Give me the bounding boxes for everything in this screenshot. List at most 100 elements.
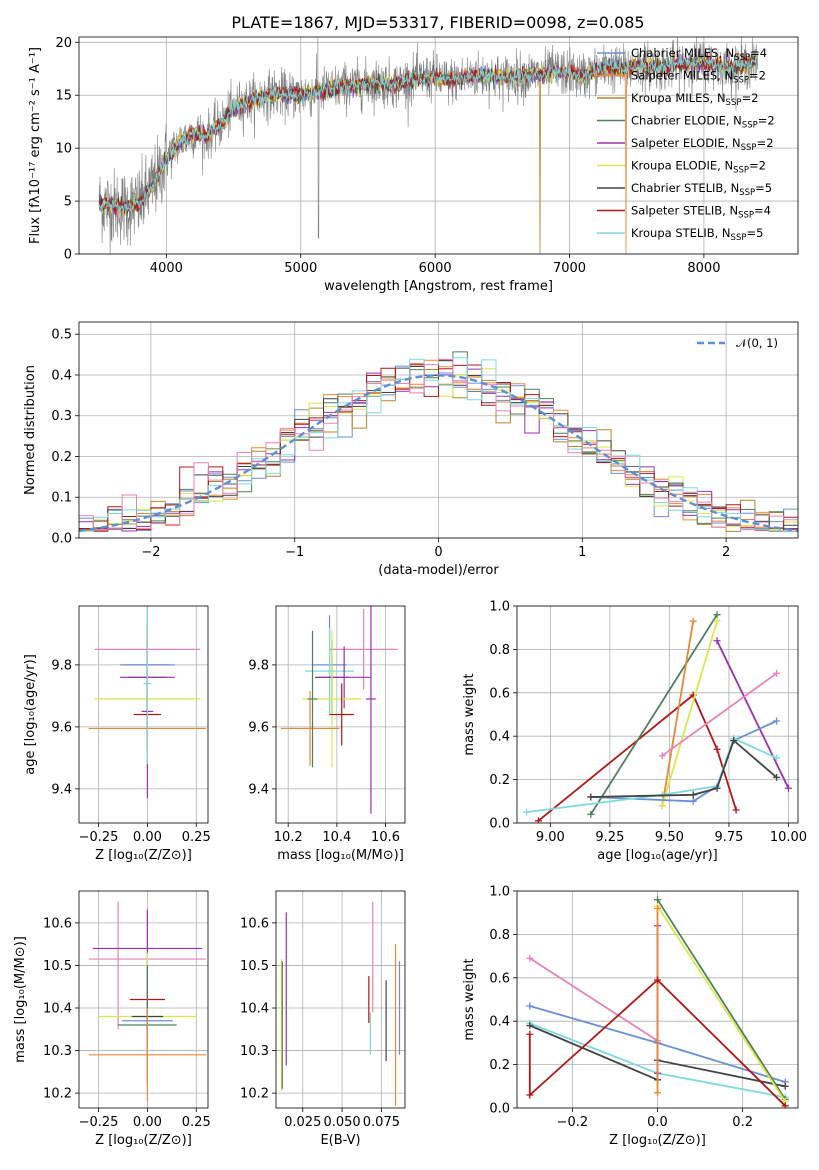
error-bar — [329, 683, 354, 746]
weight-marker — [713, 784, 721, 792]
x-tick-label: 0.0 — [647, 1115, 668, 1130]
y-tick-label: 15 — [55, 89, 72, 104]
axes-frame — [78, 36, 799, 255]
weight-marker — [713, 611, 721, 619]
weight-marker — [654, 1089, 661, 1097]
weight-line — [656, 899, 786, 1100]
weight-marker — [654, 904, 661, 912]
axes-spectrum: 4000 5000 6000 7000 8000 0 5 10 15 20 wavelength [… — [28, 36, 799, 294]
legend-label: Salpeter STELIB, NSSP=4 — [631, 204, 771, 221]
weight-marker — [526, 1030, 534, 1038]
weight-marker — [773, 669, 781, 677]
legend-label: Chabrier MILES, NSSP=4 — [631, 46, 767, 63]
y-tick-label: 0.4 — [489, 1015, 510, 1030]
weight-marker — [773, 754, 781, 762]
axes-frame — [516, 890, 799, 1109]
x-tick-label: 0.025 — [284, 1115, 321, 1130]
plot-area — [79, 891, 208, 1108]
y-tick-label: 10.4 — [240, 1002, 269, 1017]
plot-area — [79, 37, 798, 254]
model-spectrum — [98, 53, 759, 214]
x-tick-label: 0.25 — [182, 830, 211, 845]
x-axis-label: Z [log₁₀(Z/Z⊙)] — [609, 1133, 706, 1148]
axes-z-mass: −0.25 0.00 0.25 10.2 10.3 10.4 10.5 10.6 Z [log₁… — [13, 890, 211, 1148]
legend-label: Salpeter ELODIE, NSSP=2 — [631, 136, 774, 153]
x-tick-label: 7000 — [553, 261, 586, 276]
weight-marker — [658, 752, 666, 760]
x-tick-label: 9.50 — [655, 830, 684, 845]
y-tick-label: 0.4 — [489, 730, 510, 745]
y-tick-label: 9.4 — [51, 782, 72, 797]
y-tick-label: 20 — [55, 36, 72, 51]
x-tick-label: 0.2 — [732, 1115, 753, 1130]
error-bar — [143, 606, 152, 765]
weight-marker — [526, 954, 534, 962]
x-axis-label: Z [log₁₀(Z/Z⊙)] — [95, 1133, 192, 1148]
plot-area — [276, 606, 405, 823]
weight-marker — [523, 808, 531, 816]
x-tick-label: 0.075 — [363, 1115, 400, 1130]
y-tick-label: 0.2 — [489, 773, 510, 788]
weight-line — [529, 957, 658, 1042]
legend-label: Kroupa ELODIE, NSSP=2 — [631, 159, 766, 176]
x-axis-label: wavelength [Angstrom, rest frame] — [324, 279, 553, 294]
x-tick-label: 4000 — [150, 261, 183, 276]
y-tick-label: 0.6 — [489, 686, 510, 701]
y-tick-label: 10.6 — [43, 916, 72, 931]
x-tick-label: 6000 — [419, 261, 452, 276]
weight-marker — [713, 637, 721, 645]
y-tick-label: 10.6 — [240, 916, 269, 931]
residual-histogram — [79, 358, 798, 531]
error-bar — [305, 627, 354, 715]
residual-histogram — [79, 359, 798, 530]
y-tick-label: 10.5 — [240, 959, 269, 974]
weight-marker — [689, 791, 697, 799]
x-tick-label: 0 — [434, 545, 442, 560]
y-tick-label: 0.8 — [489, 643, 510, 658]
y-tick-label: 0.2 — [51, 450, 72, 465]
x-axis-label: E(B-V) — [320, 1133, 360, 1148]
axes-frame — [275, 890, 406, 1109]
axes-ebv-mass: 0.025 0.050 0.075 10.2 10.3 10.4 10.5 10.6 E(B-V… — [240, 890, 406, 1148]
y-tick-label: 9.6 — [51, 720, 72, 735]
x-tick-label: 10.00 — [770, 830, 807, 845]
axes-residuals: −2 −1 0 1 2 0.0 0.1 0.2 0.3 0.4 0.5 (data-model)/er… — [23, 321, 799, 578]
x-tick-label: −0.25 — [79, 830, 119, 845]
weight-marker — [784, 784, 792, 792]
weight-line — [537, 693, 737, 822]
x-tick-label: −0.25 — [79, 1115, 119, 1130]
x-axis-label: mass [log₁₀(M/M⊙)] — [277, 848, 404, 863]
legend-label: 𝒩(0, 1) — [736, 336, 778, 350]
y-tick-label: 0 — [64, 248, 72, 263]
weight-marker — [534, 817, 542, 823]
legend: Chabrier MILES, NSSP=4 Salpeter MILES, NS… — [597, 46, 775, 243]
x-axis-label: Z [log₁₀(Z/Z⊙)] — [95, 848, 192, 863]
legend-label: Chabrier ELODIE, NSSP=2 — [631, 114, 775, 131]
x-tick-label: −2 — [141, 545, 160, 560]
error-bar — [329, 609, 398, 690]
x-tick-label: −1 — [285, 545, 304, 560]
x-tick-label: 0.25 — [182, 1115, 211, 1130]
x-tick-label: −0.2 — [557, 1115, 589, 1130]
x-tick-label: 10.6 — [371, 830, 400, 845]
y-tick-label: 0.8 — [489, 928, 510, 943]
weight-marker — [713, 745, 721, 753]
y-tick-label: 10.2 — [43, 1087, 72, 1102]
y-tick-label: 0.2 — [489, 1058, 510, 1073]
x-tick-label: 2 — [722, 545, 730, 560]
weight-marker — [773, 717, 781, 725]
y-tick-label: 0.0 — [489, 817, 510, 832]
gaussian-curve — [79, 374, 798, 533]
y-axis-label: Flux [fλ10⁻¹⁷ erg cm⁻² s⁻¹ A⁻¹] — [28, 47, 43, 244]
y-tick-label: 10.3 — [240, 1044, 269, 1059]
y-axis-label: Normed distribution — [23, 365, 38, 495]
y-tick-label: 10.5 — [43, 959, 72, 974]
weight-marker — [713, 617, 721, 625]
error-bar — [317, 646, 371, 709]
y-axis-label: mass weight — [462, 958, 477, 1040]
weight-line — [590, 614, 718, 815]
y-tick-label: 10.4 — [43, 1002, 72, 1017]
y-tick-label: 0.0 — [51, 532, 72, 547]
y-tick-label: 1.0 — [489, 885, 510, 900]
